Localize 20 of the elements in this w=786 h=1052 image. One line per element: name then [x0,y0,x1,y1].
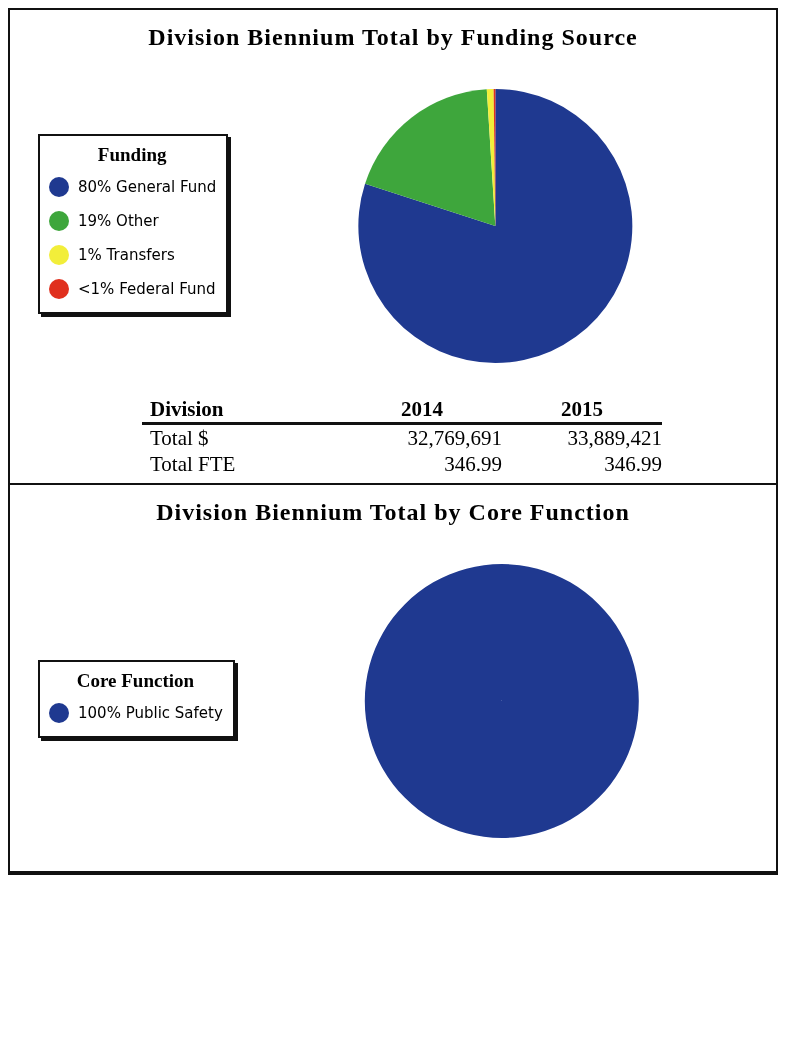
chart-title: Division Biennium Total by Core Function [155,499,631,526]
legend-title: Funding [96,143,168,166]
pie-slice [365,89,496,226]
text: 2015 [560,396,604,422]
legend-label: 1% Transfers [78,245,175,264]
text: 2014 [400,396,444,422]
legend-label: 80% General Fund [78,177,217,196]
legend-title: Core Function [75,669,196,692]
text: 32,769,691 [406,425,502,451]
text: Division [149,396,225,422]
text: 346.99 [603,451,662,477]
legend-label: <1% Federal Fund [78,279,216,298]
legend-label: 100% Public Safety [78,703,223,722]
text: 346.99 [443,451,502,477]
legend-label: 19% Other [78,211,159,230]
text: Total FTE [149,451,237,477]
chart-title: Division Biennium Total by Funding Source [147,24,639,51]
text: 33,889,421 [566,425,662,451]
pie-slice [358,89,633,363]
text: Total $ [149,425,210,451]
